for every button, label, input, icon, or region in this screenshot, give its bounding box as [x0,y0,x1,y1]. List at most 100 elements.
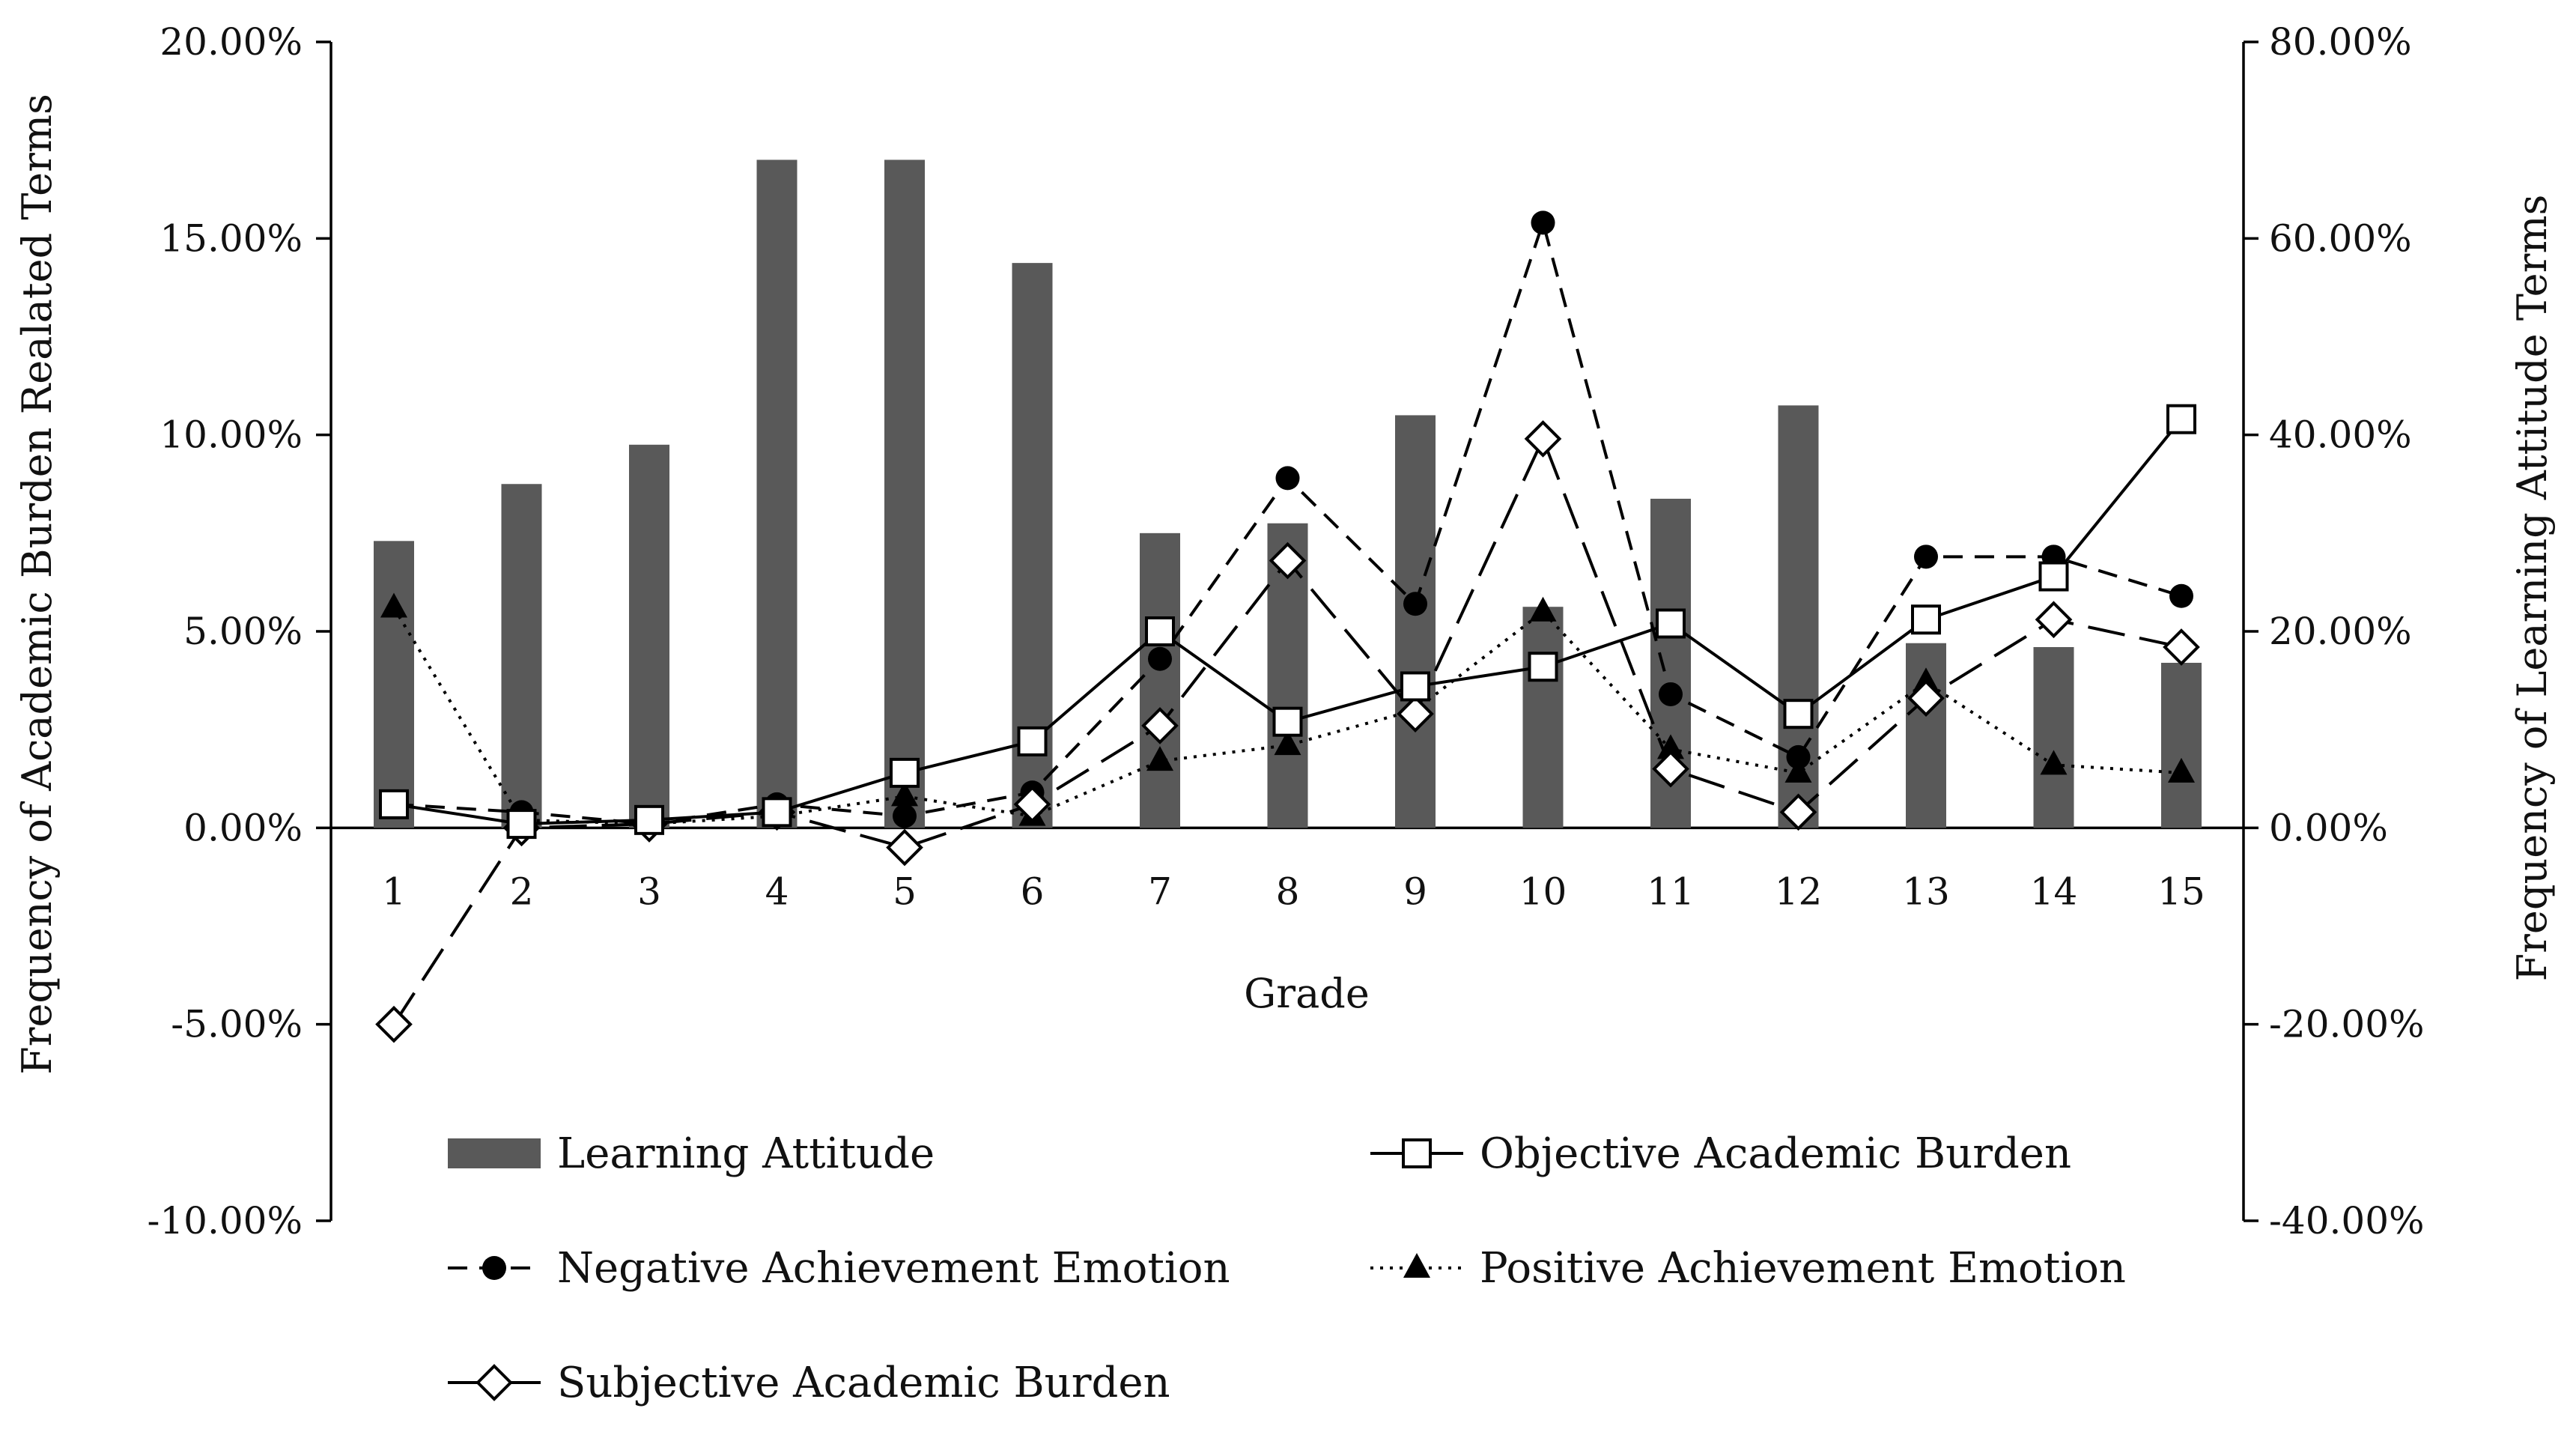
point [1652,750,1689,788]
point [1397,695,1434,733]
point [1148,646,1172,671]
bar [2033,646,2074,828]
left-y-tick-label: 5.00% [183,610,303,653]
x-tick-label: 5 [893,870,917,913]
bar [629,444,669,828]
x-tick-label: 14 [2030,870,2078,913]
point [634,804,664,835]
x-tick-label: 12 [1775,870,1823,913]
bar [1522,607,1564,828]
x-tick-label: 6 [1021,870,1045,913]
bar-series [374,160,2202,828]
right-y-tick-label: -40.00% [2269,1199,2425,1243]
point [2038,561,2069,592]
point [1907,679,1945,717]
point [1914,544,1938,569]
point [2163,628,2200,666]
x-tick-label: 13 [1902,870,1950,913]
point [482,1256,506,1280]
legend: Learning Attitude Objective Academic Burd… [448,1129,2126,1407]
point [890,757,920,788]
left-y-tick-label: 15.00% [160,216,303,260]
legend-label: Positive Achievement Emotion [1480,1244,2126,1293]
point [2166,404,2196,434]
x-axis-title: Grade [1244,970,1370,1017]
series-subjective-academic-burden [375,420,2200,1043]
x-tick-label: 7 [1148,870,1172,913]
point [1659,682,1683,706]
point [1274,730,1301,756]
left-y-tick-label: -5.00% [171,1003,303,1046]
right-y-tick-label: 60.00% [2269,216,2412,260]
point [476,1364,513,1401]
bar [501,484,542,828]
right-y-tick-label: 0.00% [2269,806,2388,849]
left-y-tick-label: -10.00% [147,1199,303,1243]
series-line [392,607,2182,826]
x-tick-label: 10 [1519,870,1567,913]
right-y-axis-title: Frequency of Learning Attitude Terms [2509,195,2556,982]
x-tick-label: 15 [2157,870,2205,913]
point [1779,793,1817,831]
point [1783,699,1814,729]
right-y-tick-label: 20.00% [2269,610,2412,653]
right-y-tick-label: 40.00% [2269,413,2412,457]
point [1656,608,1686,639]
x-tick-label: 9 [1403,870,1427,913]
point [2035,601,2073,639]
legend-label: Objective Academic Burden [1480,1129,2071,1178]
point [1402,1138,1432,1168]
x-tick-label: 2 [510,870,534,913]
point [375,1005,413,1043]
legend-label: Negative Achievement Emotion [557,1244,1230,1293]
point [379,789,409,819]
left-y-axis-title: Frequency of Academic Burden Realated Te… [13,94,61,1075]
x-tick-label: 3 [637,870,661,913]
legend-label: Learning Attitude [557,1129,935,1178]
x-tick-label: 11 [1647,870,1695,913]
bar [1140,533,1180,828]
x-tick-label: 1 [382,870,406,913]
legend-label: Subjective Academic Burden [557,1359,1170,1407]
point [1269,541,1307,580]
legend-item: Subjective Academic Burden [448,1359,1170,1407]
point [506,809,537,840]
left-y-tick-label: 0.00% [183,806,303,849]
right-y-tick-label: 80.00% [2269,20,2412,64]
bar [2161,662,2202,828]
bar [756,160,798,828]
point [762,797,792,828]
point [1017,726,1048,756]
legend-item: Learning Attitude [448,1129,935,1178]
bar [374,541,414,828]
point [1524,420,1562,458]
point [1786,744,1811,769]
bar [884,160,925,828]
point [1275,466,1300,491]
point [1013,786,1051,823]
tick-labels: 20.00%15.00%10.00%5.00%0.00%-5.00%-10.00… [147,20,2424,1243]
bar [1395,415,1436,828]
point [891,781,918,807]
right-y-tick-label: -20.00% [2269,1003,2425,1046]
point [1400,671,1430,702]
legend-swatch [448,1138,541,1168]
left-y-tick-label: 10.00% [160,413,303,457]
legend-item: Positive Achievement Emotion [1370,1244,2126,1293]
point [1403,592,1427,616]
x-tick-label: 4 [765,870,789,913]
point [1146,746,1173,771]
point [1528,652,1558,682]
series-objective-academic-burden [379,404,2196,840]
point [1529,596,1557,622]
point [1272,706,1303,737]
point [1403,1253,1430,1278]
point [2040,750,2068,775]
point [1784,757,1812,783]
point [886,828,923,867]
point [1141,707,1179,744]
left-y-tick-label: 20.00% [160,20,303,64]
point [2169,583,2193,608]
line-series [375,210,2200,1043]
